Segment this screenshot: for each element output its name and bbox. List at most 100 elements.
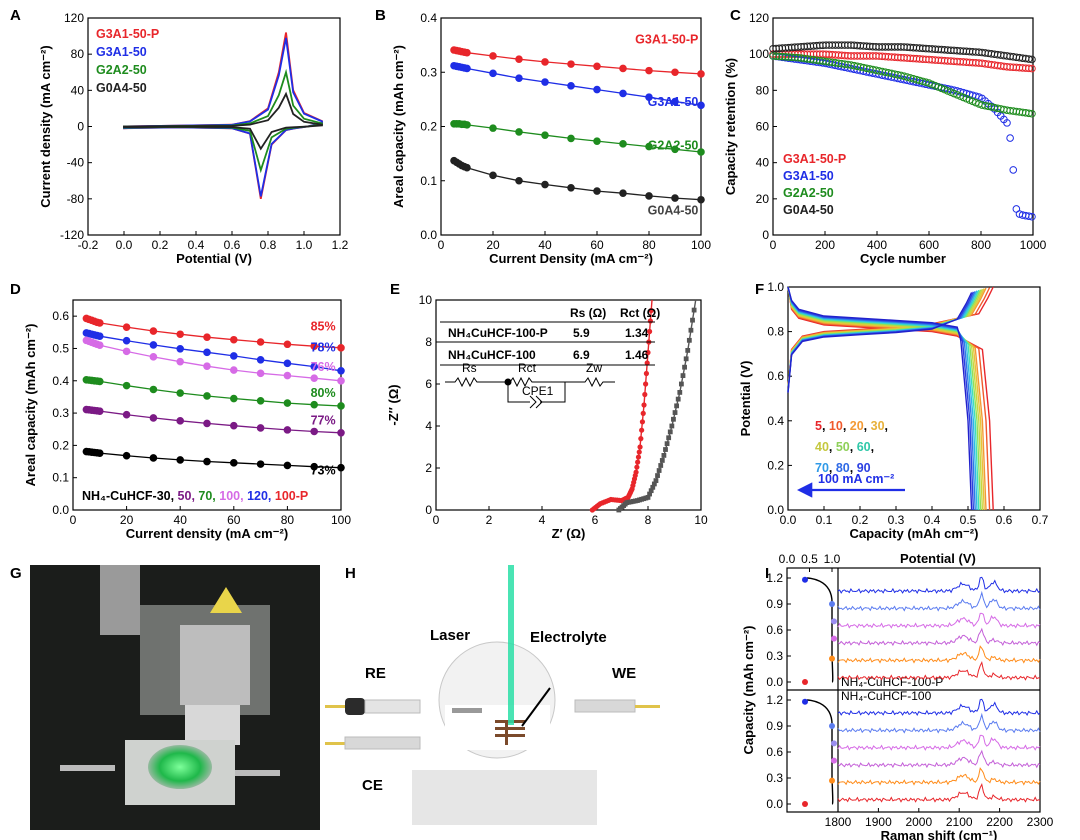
y-tick-label: 0.4 [767, 414, 784, 428]
y-tick-label: -80 [67, 192, 85, 206]
rate-legend: 5, 10, 20, 30, [815, 419, 888, 433]
potential-marker [831, 635, 837, 642]
eis-point [634, 464, 640, 470]
x-tick-label: 20 [486, 238, 500, 252]
charge-curve [787, 288, 984, 390]
eis-point [640, 410, 646, 416]
circuit-path [445, 376, 615, 388]
retention-marker [1025, 64, 1033, 73]
x-tick-label: 2200 [986, 815, 1013, 829]
top-axis-label: Potential (V) [900, 551, 976, 566]
schematic-label-ce: CE [362, 777, 383, 794]
x-tick-label: 60 [590, 238, 604, 252]
data-point [230, 352, 238, 360]
y-tick-label: 100 [749, 47, 769, 61]
data-point [541, 58, 549, 66]
y-tick-label: 120 [749, 11, 769, 25]
eis-point [685, 348, 691, 353]
cv-curve-G0A4-50 [123, 91, 323, 151]
data-point [256, 369, 265, 378]
potential-marker [802, 698, 808, 705]
data-point [203, 333, 211, 341]
cv-curve-G3A1-50-P [123, 32, 323, 199]
legend-entry: G3A1-50 [96, 45, 147, 59]
eis-point [655, 473, 660, 478]
y-tick-label: 0.0 [766, 675, 783, 689]
y-tick-label: 10 [419, 293, 433, 307]
eis-point [682, 364, 687, 370]
data-point [176, 456, 185, 464]
data-point [203, 392, 211, 400]
data-point [310, 400, 319, 409]
y-tick-label: -40 [67, 156, 85, 170]
eis-point [643, 370, 650, 377]
x-tick-label: 1800 [825, 815, 852, 829]
x-tick-label: 6 [592, 513, 599, 527]
raman-spectrum [837, 734, 1041, 751]
series-label: G3A1-50-P [635, 33, 698, 47]
data-point [230, 366, 238, 374]
x-tick-label: 600 [919, 238, 939, 252]
rate-sep: , [843, 419, 850, 433]
data-point [96, 341, 104, 350]
capacity-curve [806, 699, 834, 805]
retention-marker [1003, 119, 1011, 127]
eis-point [648, 307, 654, 314]
rate-sep: , [829, 461, 836, 475]
raman-spectrum [837, 576, 1041, 595]
data-point [96, 377, 104, 386]
panel-letter-G: G [10, 565, 22, 582]
data-point [203, 362, 211, 371]
eis-point [648, 488, 654, 494]
data-point [489, 124, 497, 132]
table-cell: 1.46 [625, 348, 649, 362]
circuit-label: Rct [518, 361, 537, 375]
retention-label: 85% [311, 320, 336, 334]
x-tick-label: 1000 [1020, 238, 1047, 252]
legend-item: 50, [178, 489, 199, 503]
data-point [283, 359, 292, 368]
panel-letter-E: E [390, 281, 400, 298]
potential-marker [802, 679, 808, 685]
x-tick-label: 10 [694, 513, 708, 527]
legend-entry: G3A1-50-P [96, 27, 159, 41]
panel-letter-F: F [755, 281, 764, 298]
data-point [149, 414, 158, 422]
retention-label: 73% [311, 463, 336, 477]
discharge-curve [787, 286, 973, 511]
data-point [463, 163, 471, 172]
rate-sep: , [885, 419, 888, 433]
data-point [230, 335, 238, 344]
data-point [176, 389, 185, 397]
legend-item: NH₄-CuHCF-30, [82, 489, 178, 503]
retention-label: 80% [311, 386, 336, 400]
charge-curve [787, 289, 982, 391]
data-point [671, 68, 679, 77]
schematic-label-electrolyte: Electrolyte [530, 629, 607, 646]
data-point [337, 344, 345, 352]
eis-point [664, 441, 670, 447]
x-axis-label: Capacity (mAh cm⁻²) [850, 526, 979, 541]
y-tick-label: 0.1 [420, 174, 437, 188]
y-tick-label: 0.0 [420, 228, 437, 242]
eis-point [656, 468, 662, 473]
y-tick-label: -120 [60, 228, 84, 242]
data-point [541, 131, 549, 139]
data-point [567, 82, 575, 90]
x-tick-label: 60 [227, 513, 241, 527]
y-tick-label: 0.6 [767, 369, 784, 383]
data-point [122, 381, 131, 390]
data-point [122, 347, 131, 356]
data-point [567, 134, 575, 143]
eis-point [661, 453, 667, 458]
eis-point [686, 337, 692, 343]
capacity-curve [806, 577, 834, 683]
eis-point [671, 416, 676, 422]
y-tick-label: 0.2 [52, 438, 69, 452]
rate-legend: 40, 50, 60, [815, 440, 874, 454]
legend-entry: G0A4-50 [96, 81, 147, 95]
y-tick-label: 0.3 [766, 771, 783, 785]
panel-letter-H: H [345, 565, 356, 582]
eis-point [637, 444, 643, 450]
eis-point [691, 307, 697, 313]
